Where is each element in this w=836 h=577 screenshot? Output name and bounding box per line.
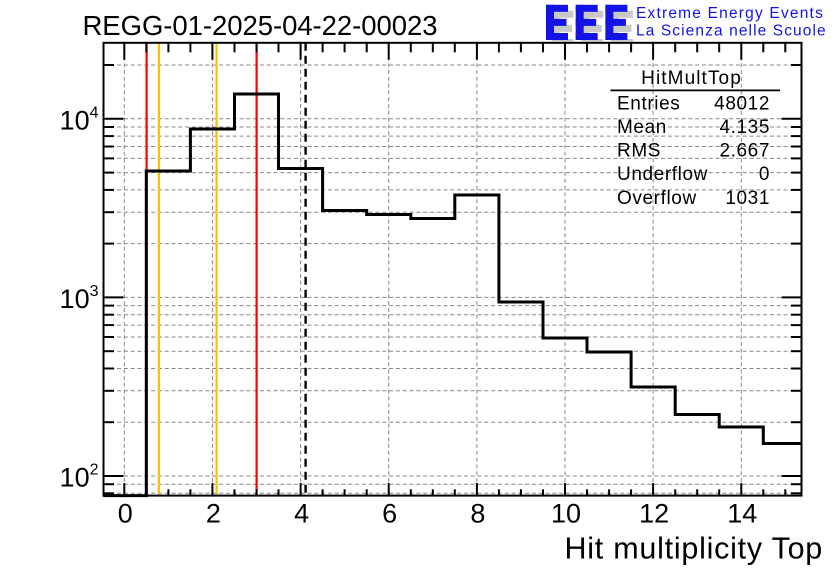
svg-text:4.135: 4.135 — [719, 117, 770, 138]
svg-text:0: 0 — [759, 164, 770, 185]
svg-text:Mean: Mean — [617, 117, 667, 138]
svg-text:8: 8 — [470, 499, 485, 529]
svg-text:HitMultTop: HitMultTop — [641, 68, 742, 89]
svg-text:Hit multiplicity Top: Hit multiplicity Top — [565, 531, 824, 565]
svg-text:1031: 1031 — [725, 188, 770, 209]
svg-text:48012: 48012 — [714, 93, 770, 114]
svg-text:10: 10 — [551, 499, 581, 529]
svg-text:Underflow: Underflow — [617, 164, 708, 185]
svg-text:Extreme Energy Events: Extreme Energy Events — [636, 5, 824, 22]
svg-text:2.667: 2.667 — [719, 141, 770, 162]
svg-text:2: 2 — [206, 499, 221, 529]
svg-text:12: 12 — [639, 499, 669, 529]
svg-text:14: 14 — [727, 499, 757, 529]
svg-text:RMS: RMS — [617, 141, 661, 162]
svg-text:4: 4 — [294, 499, 309, 529]
svg-text:0: 0 — [118, 499, 133, 529]
svg-text:Entries: Entries — [617, 93, 680, 114]
svg-text:6: 6 — [382, 499, 397, 529]
svg-text:Overflow: Overflow — [617, 188, 697, 209]
svg-text:REGG-01-2025-04-22-00023: REGG-01-2025-04-22-00023 — [83, 10, 438, 41]
svg-text:La Scienza nelle Scuole: La Scienza nelle Scuole — [636, 23, 827, 40]
